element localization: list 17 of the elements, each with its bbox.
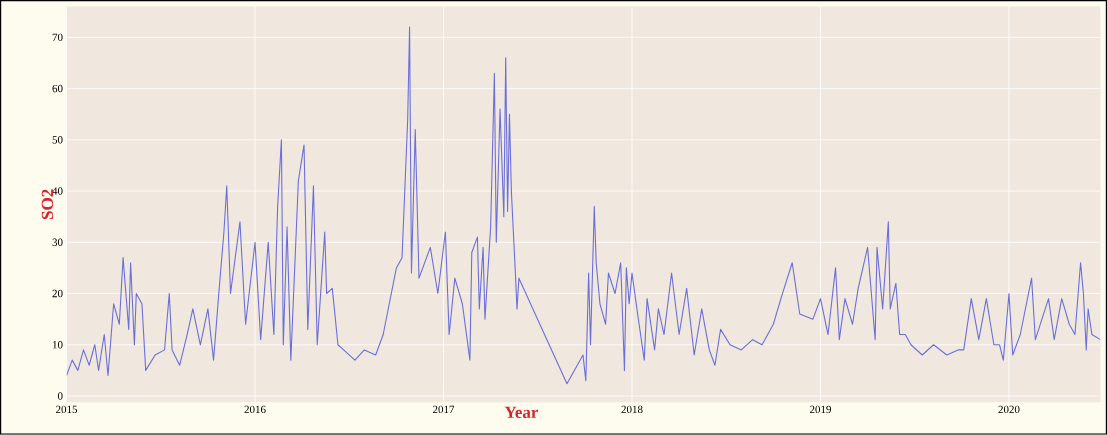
y-axis-title: SO2 xyxy=(41,189,54,220)
y-tick-label: 20 xyxy=(52,289,63,298)
y-tick-label: 30 xyxy=(52,238,63,247)
x-tick-label: 2020 xyxy=(998,405,1020,414)
x-tick-label: 2015 xyxy=(56,405,78,414)
x-tick-label: 2017 xyxy=(433,405,455,414)
y-tick-label: 40 xyxy=(52,187,63,195)
line-series xyxy=(66,26,1101,385)
y-tick-label: 10 xyxy=(52,341,63,349)
x-tick-label: 2018 xyxy=(621,405,643,414)
y-tick-label: 70 xyxy=(52,33,63,42)
x-axis-title: Year xyxy=(504,406,539,419)
y-tick-label: 50 xyxy=(52,136,63,144)
x-tick-label: 2019 xyxy=(809,405,832,414)
x-tick-label: 2016 xyxy=(244,405,266,414)
y-tick-label: 0 xyxy=(57,392,63,400)
y-tick-label: 60 xyxy=(52,85,63,93)
